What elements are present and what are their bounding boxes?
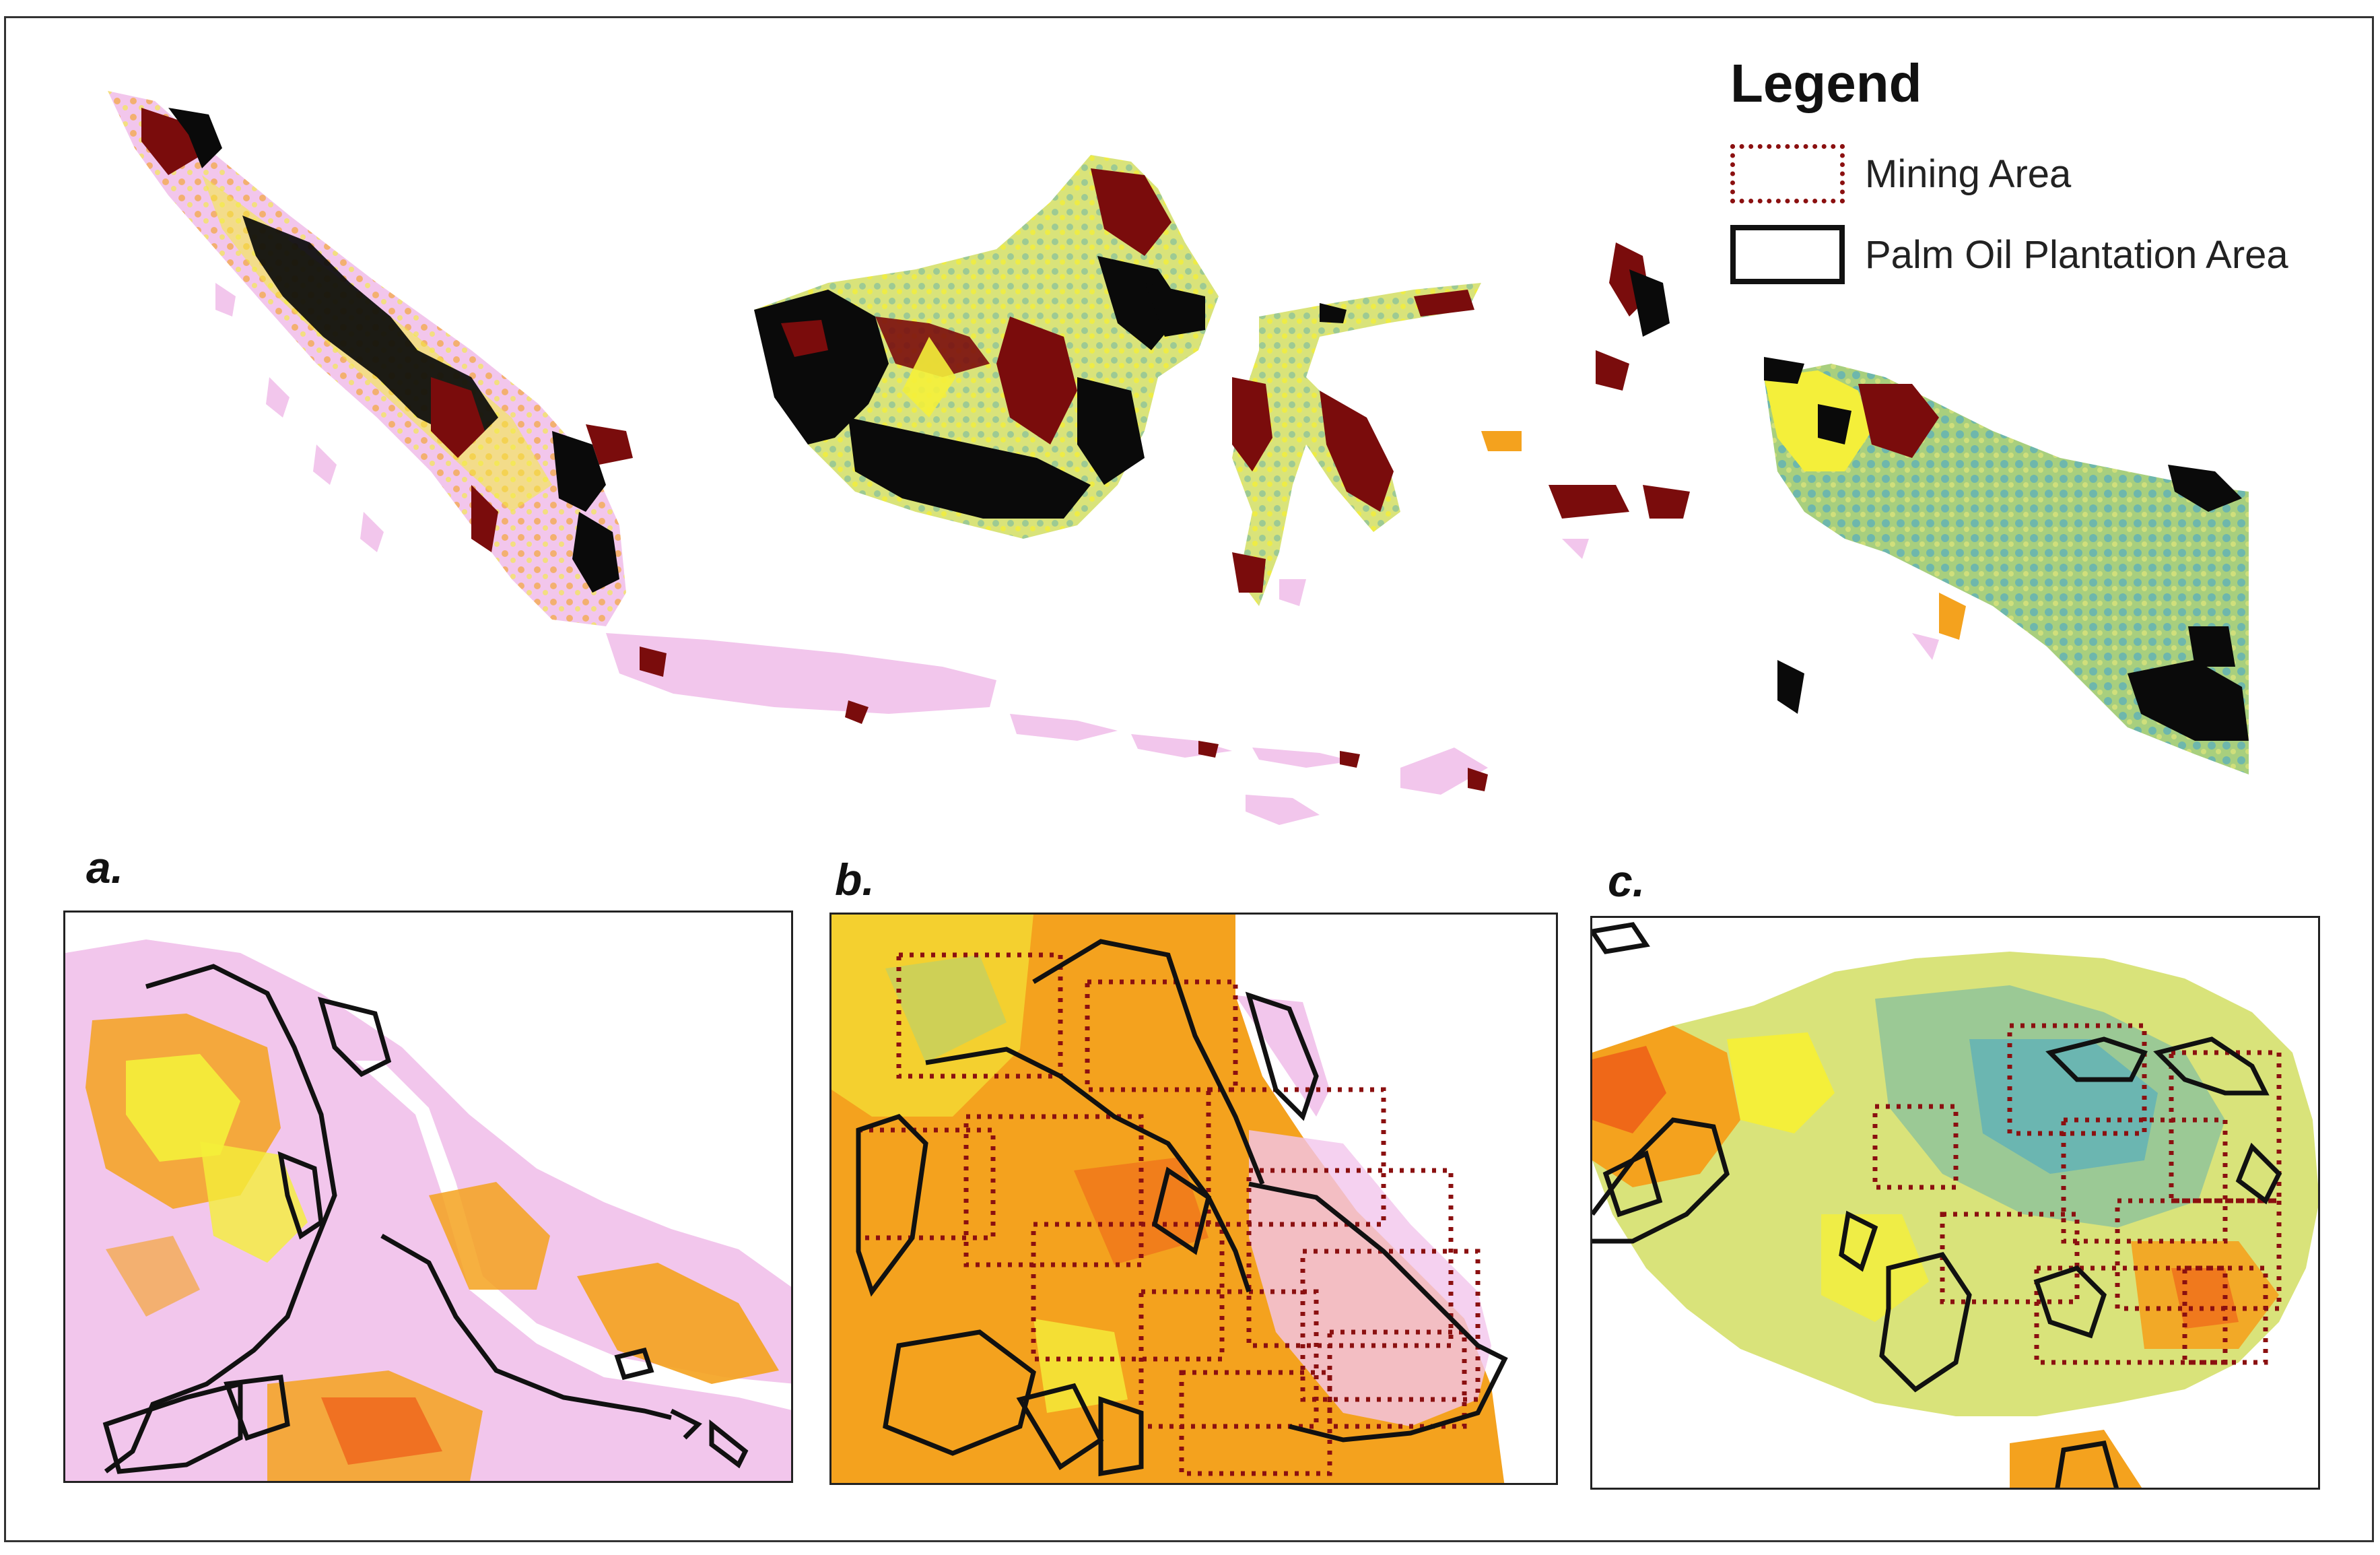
legend-label-mining: Mining Area <box>1865 152 2072 196</box>
panel-label-a: a. <box>86 842 124 892</box>
inset-map-b <box>829 913 1558 1485</box>
legend-label-palm: Palm Oil Plantation Area <box>1865 232 2288 277</box>
palm-oil-swatch <box>1730 225 1845 284</box>
inset-map-a <box>63 911 793 1483</box>
legend-item-palm: Palm Oil Plantation Area <box>1730 221 2288 288</box>
indonesia-map-svg <box>108 91 2249 825</box>
island-java <box>606 633 996 714</box>
mining-area-swatch <box>1730 144 1845 203</box>
panel-label-b: b. <box>835 855 875 904</box>
island-papua <box>1764 364 2249 774</box>
inset-map-c <box>1590 916 2320 1490</box>
legend-item-mining: Mining Area <box>1730 140 2071 207</box>
legend-title: Legend <box>1730 53 1922 113</box>
panel-label-c: c. <box>1608 856 1645 906</box>
overview-map <box>108 91 2249 825</box>
map-legend: Legend Mining Area Palm Oil Plantation A… <box>1724 53 2356 308</box>
